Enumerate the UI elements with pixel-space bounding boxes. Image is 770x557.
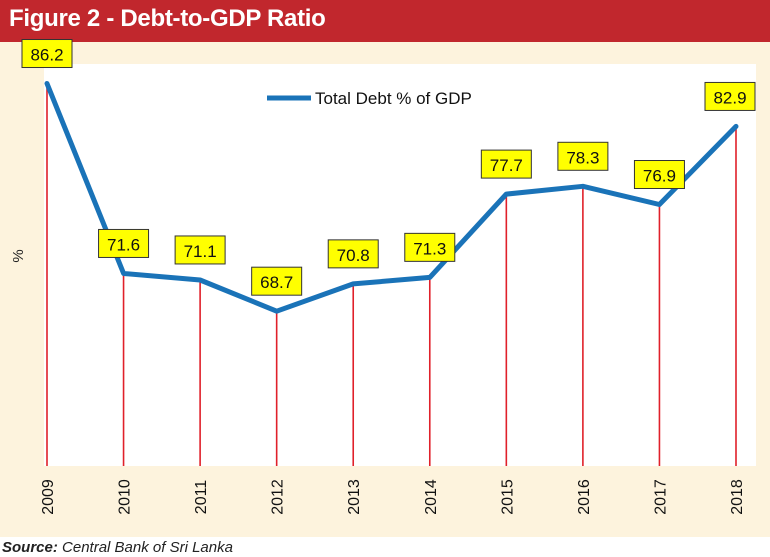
data-label-text: 68.7 [260,273,293,292]
line-chart: % 86.2 71.6 71.1 68.7 70.8 71.3 77.7 78.3 76.9 82… [10,39,756,515]
data-label-text: 70.8 [337,246,370,265]
data-label-box [480,149,532,179]
data-label: 77.7 [480,149,532,179]
x-tick-label: 2015 [499,479,516,515]
data-label-text: 71.3 [413,239,446,258]
x-tick-label: 2010 [117,479,134,515]
data-label: 82.9 [704,81,756,111]
data-label: 68.7 [251,266,303,296]
figure-title: Figure 2 - Debt-to-GDP Ratio [9,5,326,32]
title-bar: Figure 2 - Debt-to-GDP Ratio [0,0,770,42]
legend: Total Debt % of GDP [267,89,472,108]
x-tick-label: 2018 [729,479,746,515]
data-label-box [327,239,379,269]
data-label-box [251,266,303,296]
data-label: 71.3 [404,232,456,262]
data-label-box [174,235,226,265]
x-tick-label: 2017 [652,479,669,515]
data-label: 71.6 [98,228,150,258]
data-label-text: 78.3 [566,148,599,167]
x-tick-label: 2012 [270,479,287,515]
data-label-text: 77.7 [490,156,523,175]
x-tick-label: 2016 [576,479,593,515]
x-tick-label: 2009 [40,479,57,515]
series-line [44,81,739,314]
data-label: 86.2 [21,39,73,69]
data-label-box [21,39,73,69]
data-label-box [633,160,685,190]
data-label-box [404,232,456,262]
data-label-box [98,228,150,258]
x-tick-label: 2014 [423,479,440,515]
data-label: 76.9 [633,160,685,190]
y-axis-label: % [10,249,27,262]
data-label-text: 76.9 [643,167,676,186]
data-label-text: 71.6 [107,235,140,254]
data-label: 71.1 [174,235,226,265]
source-label: Source: [2,539,58,556]
legend-label: Total Debt % of GDP [315,89,472,108]
data-label-text: 86.2 [30,46,63,65]
source-note: Source: Central Bank of Sri Lanka [2,539,233,556]
x-tick-label: 2011 [193,480,210,515]
data-label-text: 71.1 [184,242,217,261]
data-label-text: 82.9 [713,88,746,107]
data-label-box [704,81,756,111]
x-tick-label: 2013 [346,479,363,515]
source-text: Central Bank of Sri Lanka [62,539,233,556]
data-label: 78.3 [557,141,609,171]
data-label: 70.8 [327,239,379,269]
data-label-box [557,141,609,171]
plot-area [44,64,756,466]
